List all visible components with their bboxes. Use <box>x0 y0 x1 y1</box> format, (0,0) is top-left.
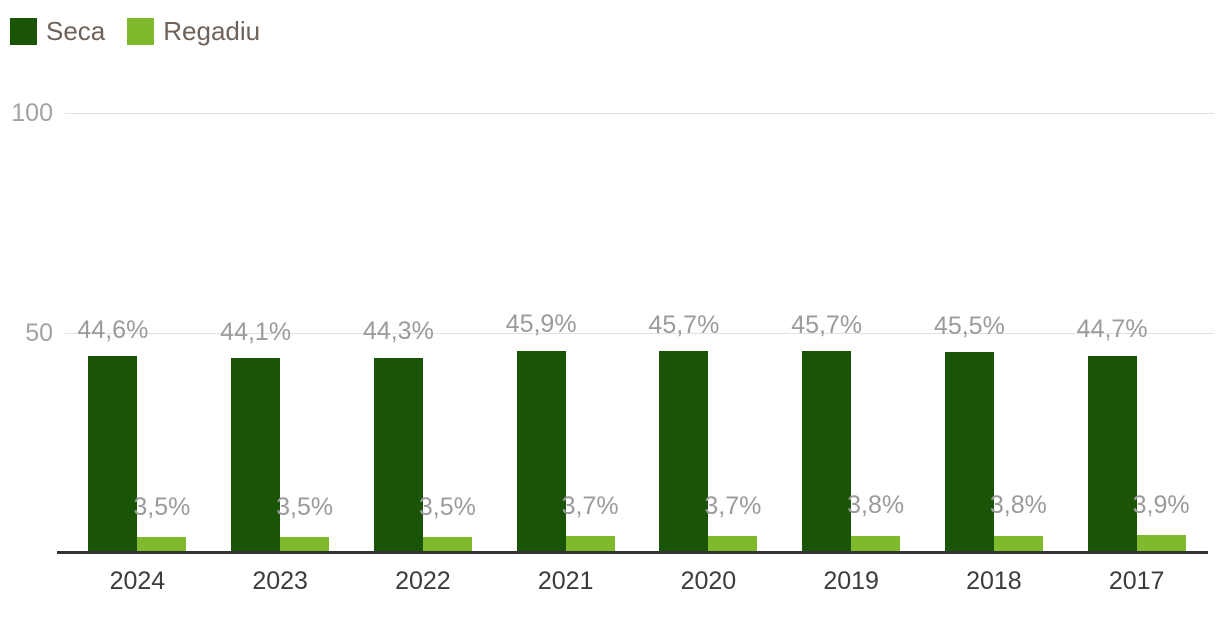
regadiu-swatch-icon <box>127 18 155 45</box>
regadiu-value-label: 3,8% <box>847 491 905 520</box>
y-axis-tick-label: 50 <box>25 319 53 347</box>
seca-value-label: 45,5% <box>933 311 1005 340</box>
seca-bar[interactable] <box>516 350 566 553</box>
seca-value-label: 44,1% <box>220 317 292 346</box>
regadiu-value-label: 3,5% <box>418 492 476 521</box>
legend-label-seca: Seca <box>46 16 106 46</box>
regadiu-bar[interactable] <box>565 536 615 553</box>
seca-value-label: 44,3% <box>362 317 434 346</box>
seca-bar[interactable] <box>88 356 138 553</box>
seca-value-label: 45,9% <box>505 310 577 339</box>
seca-value-label: 45,7% <box>791 310 863 339</box>
x-axis-line <box>57 551 1208 554</box>
y-axis-tick-label: 100 <box>11 99 53 127</box>
legend-item-regadiu[interactable]: Regadiu <box>127 18 260 45</box>
seca-bar[interactable] <box>231 358 281 553</box>
seca-bar[interactable] <box>802 351 852 553</box>
seca-value-label: 44,7% <box>1076 315 1148 344</box>
x-axis-category-label: 2018 <box>966 567 1022 595</box>
regadiu-value-label: 3,9% <box>1132 490 1190 519</box>
x-axis-category-label: 2021 <box>537 567 594 595</box>
legend: Seca Regadiu <box>10 18 260 45</box>
seca-bar[interactable] <box>659 351 709 553</box>
seca-bar[interactable] <box>944 352 994 553</box>
legend-item-seca[interactable]: Seca <box>10 18 105 45</box>
seca-swatch-icon <box>10 18 37 45</box>
x-axis-category-label: 2022 <box>395 567 451 595</box>
regadiu-bar[interactable] <box>993 535 1043 553</box>
regadiu-value-label: 3,8% <box>989 491 1047 520</box>
seca-bar[interactable] <box>1087 355 1137 553</box>
seca-value-label: 45,7% <box>648 310 720 339</box>
regadiu-bar[interactable] <box>708 536 758 553</box>
x-axis-category-label: 2017 <box>1108 567 1165 595</box>
x-axis-category-label: 2024 <box>109 567 166 595</box>
regadiu-bar[interactable] <box>137 537 187 553</box>
seca-bar[interactable] <box>373 357 423 553</box>
legend-label-regadiu: Regadiu <box>163 16 261 46</box>
gridline-50 <box>65 333 1214 334</box>
regadiu-value-label: 3,7% <box>704 491 762 520</box>
x-axis-category-label: 2020 <box>680 567 737 595</box>
seca-value-label: 44,6% <box>77 315 149 344</box>
regadiu-bar[interactable] <box>422 537 472 553</box>
x-axis-category-label: 2019 <box>823 567 879 595</box>
regadiu-value-label: 3,5% <box>133 492 191 521</box>
regadiu-bar[interactable] <box>851 535 901 553</box>
regadiu-bar[interactable] <box>280 537 330 553</box>
gridline-100 <box>65 113 1214 114</box>
regadiu-value-label: 3,7% <box>561 491 619 520</box>
regadiu-value-label: 3,5% <box>276 492 334 521</box>
x-axis-category-label: 2023 <box>252 567 308 595</box>
regadiu-bar[interactable] <box>1136 535 1186 553</box>
